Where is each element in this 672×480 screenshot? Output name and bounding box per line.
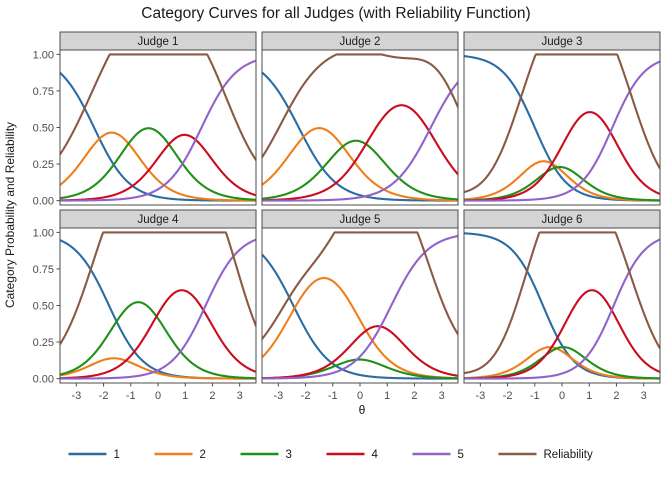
y-tick-label: 0.00 [33, 374, 54, 386]
y-tick-label: 1.00 [33, 49, 54, 61]
curve-reliability [262, 231, 458, 340]
legend-item-label: 4 [372, 449, 379, 461]
x-tick-label: 2 [613, 390, 619, 402]
x-tick-label: 0 [155, 390, 161, 402]
x-tick-label: 2 [411, 390, 417, 402]
y-tick-label: 0.50 [33, 301, 54, 313]
y-tick-label: 0.00 [33, 196, 54, 208]
curve-category-2 [60, 131, 256, 202]
panel-curves [262, 53, 458, 202]
curve-category-5 [262, 81, 458, 202]
curve-category-5 [60, 59, 256, 202]
curve-category-3 [262, 139, 458, 201]
facet-strip-label: Judge 4 [138, 214, 180, 226]
curve-reliability [262, 53, 458, 159]
x-tick-label: -2 [99, 390, 109, 402]
curve-category-5 [60, 238, 256, 380]
y-tick-label: 0.25 [33, 337, 54, 349]
x-tick-label: -2 [301, 390, 311, 402]
x-tick-label: 1 [384, 390, 390, 402]
x-tick-label: 3 [439, 390, 445, 402]
x-tick-label: -1 [530, 390, 540, 402]
curve-category-4 [262, 325, 458, 380]
facet-strip-label: Judge 3 [542, 36, 583, 48]
y-tick-label: 0.75 [33, 86, 54, 98]
panel-curves [464, 231, 660, 380]
curve-category-4 [464, 289, 660, 380]
legend-item-4: 4 [326, 449, 379, 461]
curve-category-3 [60, 127, 256, 201]
curve-category-2 [464, 346, 660, 380]
facet-panels: Judge 1 Judge 2 Judge 3 Judge 4 Judge 5 Judge… [59, 31, 661, 384]
y-tick-label: 0.50 [33, 123, 54, 135]
legend-item-label: 2 [200, 449, 206, 461]
legend-item-label: 3 [286, 449, 292, 461]
x-axis: -3 -2 -1 0 1 2 3 -3 -2 -1 0 1 2 3 -3 -2 -1 0 1 2 3 [71, 383, 647, 402]
facet-panel-judge-4: Judge 4 [59, 209, 257, 384]
curve-category-4 [464, 111, 660, 202]
legend-item-5: 5 [412, 449, 464, 461]
curve-category-3 [60, 301, 256, 380]
chart-title: Category Curves for all Judges (with Rel… [141, 5, 530, 22]
facet-strip-label: Judge 6 [542, 214, 583, 226]
facet-strip-label: Judge 2 [340, 36, 381, 48]
curve-category-5 [464, 60, 660, 202]
x-tick-label: 3 [641, 390, 647, 402]
legend-item-2: 2 [154, 449, 206, 461]
facet-strip-label: Judge 5 [340, 214, 381, 226]
y-tick-label: 0.25 [33, 159, 54, 171]
panel-curves [262, 231, 458, 380]
panel-background [463, 49, 661, 206]
x-tick-label: 1 [182, 390, 188, 402]
x-tick-label: -1 [126, 390, 136, 402]
curve-category-2 [464, 160, 660, 202]
x-tick-label: 0 [357, 390, 363, 402]
x-tick-label: 1 [586, 390, 592, 402]
legend-item-reliability: Reliability [498, 449, 593, 461]
curve-reliability [60, 231, 256, 346]
x-axis-title: θ [359, 403, 366, 417]
panel-curves [60, 231, 256, 380]
panel-curves [60, 53, 256, 202]
legend-item-1: 1 [68, 449, 120, 461]
chart-legend: 1 2 3 4 5 Reliability [68, 449, 593, 461]
x-tick-label: -3 [273, 390, 283, 402]
x-tick-label: 0 [559, 390, 565, 402]
legend-item-label: 5 [458, 449, 464, 461]
curve-category-2 [60, 357, 256, 380]
y-axis-title: Category Probability and Reliability [3, 122, 17, 308]
legend-item-3: 3 [240, 449, 292, 461]
facet-panel-judge-6: Judge 6 [463, 209, 661, 384]
panel-background [261, 49, 459, 206]
curve-category-4 [60, 289, 256, 380]
curve-category-4 [262, 104, 458, 202]
legend-item-label: Reliability [544, 449, 593, 461]
x-tick-label: 2 [209, 390, 215, 402]
y-tick-label: 1.00 [33, 227, 54, 239]
x-tick-label: 3 [237, 390, 243, 402]
x-tick-label: -3 [71, 390, 81, 402]
y-axis: 0.00 0.25 0.50 0.75 1.00 0.00 0.25 0.50 0.75 1.00 [33, 49, 60, 386]
facet-panel-judge-2: Judge 2 [261, 31, 459, 206]
x-tick-label: -3 [475, 390, 485, 402]
x-tick-label: -2 [503, 390, 513, 402]
curve-reliability [60, 53, 256, 161]
facet-panel-judge-5: Judge 5 [261, 209, 459, 384]
facet-panel-judge-1: Judge 1 [59, 31, 257, 206]
curve-reliability [464, 53, 660, 194]
y-tick-label: 0.75 [33, 264, 54, 276]
x-tick-label: -1 [328, 390, 338, 402]
curve-category-5 [464, 238, 660, 380]
facet-panel-judge-3: Judge 3 [463, 31, 661, 206]
curve-category-2 [262, 127, 458, 202]
panel-curves [464, 53, 660, 202]
curve-category-1 [262, 71, 458, 202]
curve-category-4 [60, 133, 256, 202]
legend-item-label: 1 [114, 449, 120, 461]
curve-reliability [464, 231, 660, 375]
facet-strip-label: Judge 1 [138, 36, 179, 48]
panel-background [463, 227, 661, 384]
panel-background [59, 227, 257, 384]
